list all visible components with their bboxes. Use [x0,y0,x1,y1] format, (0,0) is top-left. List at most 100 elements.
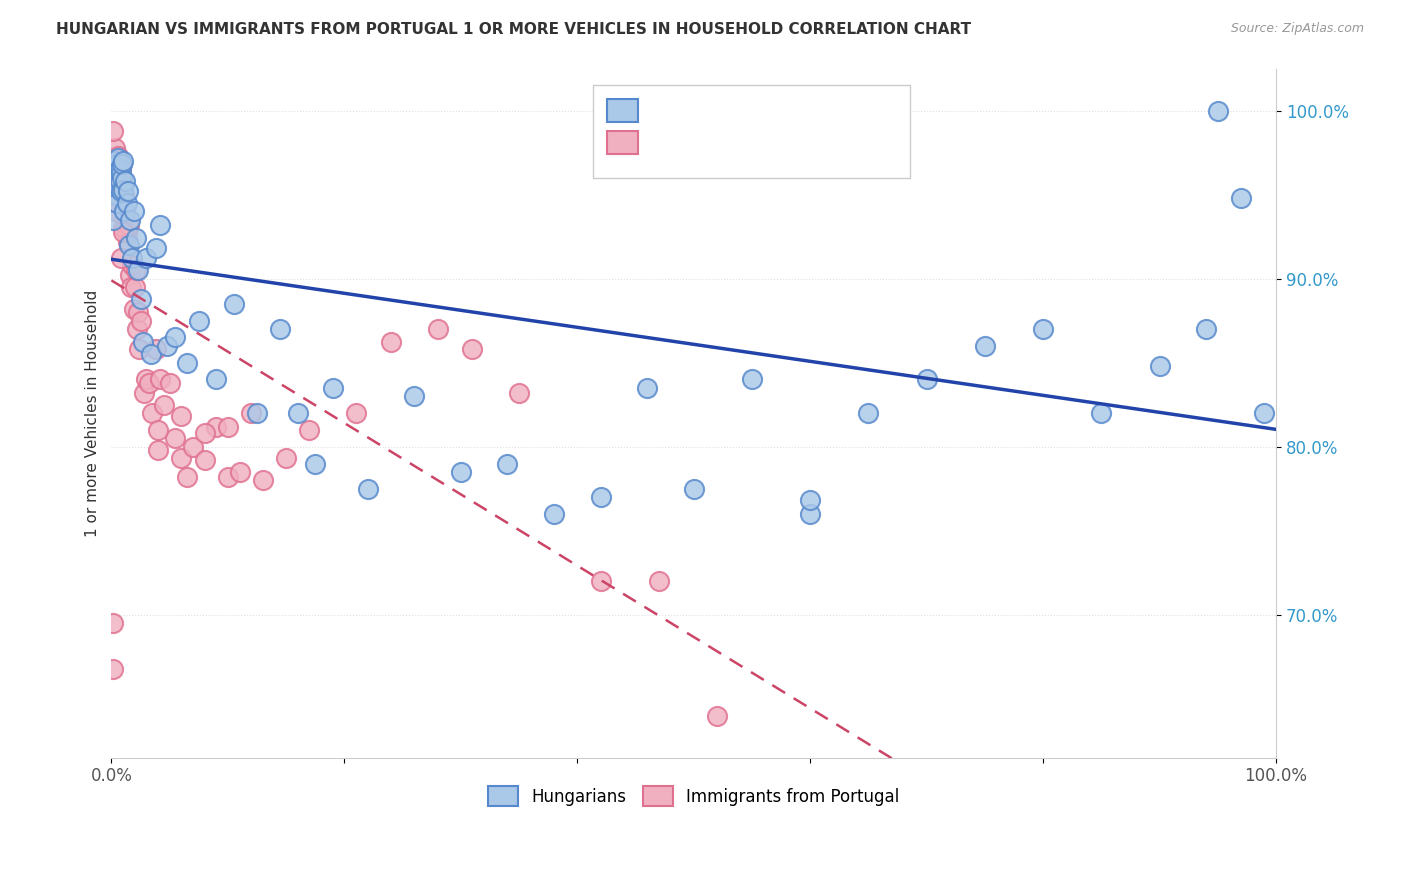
Point [648,574,671,589]
Point [1253,406,1275,420]
Text: R = 0.062   N = 73: R = 0.062 N = 73 [647,133,817,151]
Point [121,252,143,266]
Point [125,231,148,245]
Point [117,235,139,249]
Point [1090,406,1112,420]
Point [107,179,129,194]
Point [274,451,297,466]
Point [112,187,135,202]
Point [176,470,198,484]
Legend: Hungarians, Immigrants from Portugal: Hungarians, Immigrants from Portugal [479,778,908,814]
Point [107,149,129,163]
Point [1149,359,1171,373]
Point [112,225,135,239]
Point [146,423,169,437]
Point [107,166,129,180]
Point [682,482,704,496]
Point [115,196,138,211]
Point [108,174,131,188]
Point [104,204,127,219]
Point [127,263,149,277]
Point [543,507,565,521]
Point [125,263,148,277]
Point [146,443,169,458]
Point [110,184,132,198]
Point [108,196,131,211]
Point [252,473,274,487]
Point [139,347,162,361]
Point [141,406,163,420]
Point [356,482,378,496]
Point [145,342,167,356]
Point [110,166,132,180]
Point [114,174,136,188]
Point [974,339,997,353]
Point [135,372,157,386]
Point [111,170,134,185]
Point [287,406,309,420]
Point [176,356,198,370]
Point [103,170,125,185]
Point [104,140,127,154]
Point [117,184,139,198]
Point [132,385,155,400]
Point [111,182,134,196]
Point [110,162,132,177]
Point [105,168,128,182]
Point [636,381,658,395]
Point [101,662,124,676]
Point [103,153,125,168]
Point [145,241,167,255]
Point [112,182,135,196]
Text: R = 0.220   N = 66: R = 0.220 N = 66 [647,101,817,119]
Point [132,335,155,350]
Point [298,423,321,437]
Point [111,157,134,171]
Point [127,305,149,319]
Point [508,385,530,400]
Point [105,174,128,188]
Point [159,376,181,390]
Point [1032,322,1054,336]
Point [115,225,138,239]
Point [112,204,135,219]
Point [380,335,402,350]
Point [118,218,141,232]
Point [170,451,193,466]
Point [110,252,132,266]
Point [1230,191,1253,205]
Point [104,157,127,171]
Point [125,322,148,336]
Point [105,153,128,168]
Point [105,157,128,171]
Point [165,330,187,344]
Text: Source: ZipAtlas.com: Source: ZipAtlas.com [1230,22,1364,36]
Y-axis label: 1 or more Vehicles in Household: 1 or more Vehicles in Household [86,290,100,537]
Text: HUNGARIAN VS IMMIGRANTS FROM PORTUGAL 1 OR MORE VEHICLES IN HOUSEHOLD CORRELATIO: HUNGARIAN VS IMMIGRANTS FROM PORTUGAL 1 … [56,22,972,37]
Point [120,280,142,294]
Point [105,170,128,185]
Point [205,419,228,434]
Point [149,218,172,232]
Point [114,208,136,222]
Point [105,157,128,171]
Point [122,204,145,219]
Point [105,196,128,211]
Point [110,174,132,188]
Point [304,457,326,471]
Point [129,313,152,327]
Point [104,174,127,188]
Point [108,179,131,194]
Point [461,342,484,356]
Point [915,372,938,386]
Point [112,208,135,222]
Point [121,258,143,272]
Point [118,212,141,227]
Point [112,153,135,168]
Point [122,301,145,316]
Point [104,153,127,168]
Point [858,406,880,420]
Point [181,440,204,454]
Point [404,389,426,403]
Point [322,381,344,395]
